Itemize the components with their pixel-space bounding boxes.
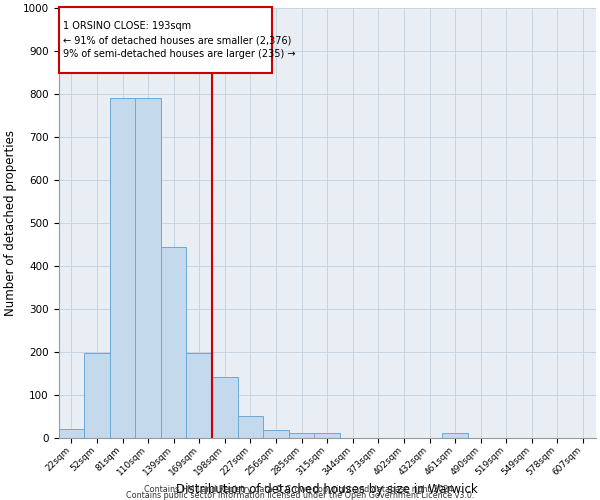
Bar (212, 378, 238, 438)
Bar (238, 416, 263, 438)
Bar (110, 98, 136, 437)
Text: Contains public sector information licensed under the Open Government Licence v3: Contains public sector information licen… (126, 490, 474, 500)
Bar (59, 8, 272, 74)
Bar (161, 248, 187, 438)
Bar (442, 434, 468, 438)
Bar (59, 429, 84, 438)
Bar (263, 430, 289, 438)
Bar (84, 353, 110, 438)
Y-axis label: Number of detached properties: Number of detached properties (4, 130, 17, 316)
Bar (187, 353, 212, 438)
X-axis label: Distribution of detached houses by size in Warwick: Distribution of detached houses by size … (176, 483, 478, 496)
Bar (136, 98, 161, 437)
Text: Contains HM Land Registry data © Crown copyright and database right 2024.: Contains HM Land Registry data © Crown c… (144, 484, 456, 494)
Bar (314, 434, 340, 438)
Text: 1 ORSINO CLOSE: 193sqm
← 91% of detached houses are smaller (2,376)
9% of semi-d: 1 ORSINO CLOSE: 193sqm ← 91% of detached… (63, 22, 295, 60)
Bar (289, 434, 314, 438)
